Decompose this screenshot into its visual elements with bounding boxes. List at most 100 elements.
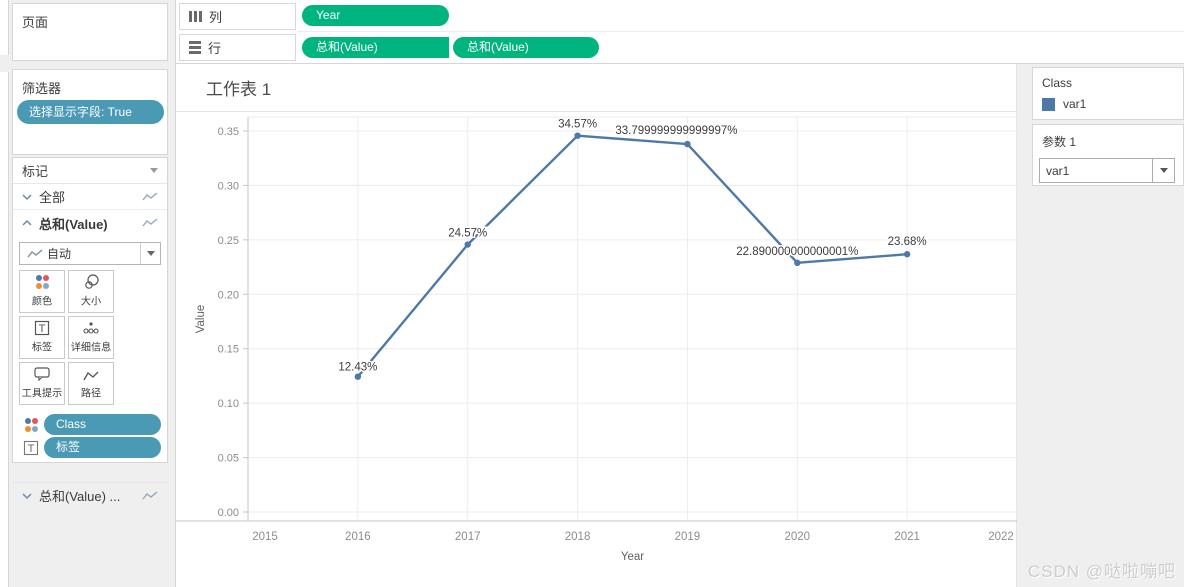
collapsed-sidebar-edge [0,72,9,587]
chevron-down-icon [22,193,32,200]
x-tick-label: 2017 [455,531,481,543]
line-mark-icon [142,191,158,200]
title-separator [176,111,1016,112]
x-axis-title: Year [621,551,644,563]
data-point[interactable] [464,241,471,248]
marks-button-path[interactable]: 路径 [68,362,114,405]
rows-icon [189,41,201,54]
chevron-down-icon[interactable] [1152,159,1174,182]
x-tick-label: 2016 [345,531,371,543]
line-mark-icon [142,490,158,499]
color-icon [36,275,49,289]
data-label: 34.57% [558,119,597,131]
x-tick-label: 2022 [988,531,1014,543]
marks-button-detail[interactable]: 详细信息 [68,316,114,359]
parameter-card: 参数 1 var1 [1032,124,1184,186]
marks-section-sum-value[interactable]: 总和(Value) [13,210,167,236]
y-tick-label: 0.25 [218,235,239,247]
path-icon [83,371,99,381]
data-label: 23.68% [888,236,927,248]
marks-buttons: 颜色 大小 T 标签 [19,270,161,405]
chevron-down-icon[interactable] [150,168,158,173]
parameter-title: 参数 1 [1042,135,1077,149]
y-tick-label: 0.00 [218,507,239,519]
rows-pill-sum-value-1[interactable]: 总和(Value) [302,37,449,58]
detail-icon [83,322,99,334]
text-label-icon: T [23,440,39,455]
data-label: 12.43% [338,362,377,374]
pages-shelf-title: 页面 [22,15,49,30]
shelf-bar: 列 行 Year 总和(Value) 总和(Value) [175,0,1184,63]
shelf-bottom-border [175,63,1184,64]
x-tick-label: 2018 [565,531,591,543]
color-legend-card: Class var1 [1032,67,1184,120]
filter-pill[interactable]: 选择显示字段: True [17,100,164,124]
marks-button-label[interactable]: T 标签 [19,316,65,359]
data-point[interactable] [903,251,911,258]
marks-button-color[interactable]: 颜色 [19,270,65,313]
columns-shelf-label: 列 [179,3,296,30]
x-tick-label: 2020 [784,531,810,543]
parameter-dropdown[interactable]: var1 [1039,158,1175,183]
parameter-value: var1 [1046,163,1070,178]
rows-pill-sum-value-2[interactable]: 总和(Value) [453,37,599,58]
legend-swatch [1042,97,1055,111]
mark-type-dropdown[interactable]: 自动 [19,242,161,265]
x-tick-label: 2019 [675,531,701,543]
text-label-icon: T [34,320,50,336]
chevron-down-icon [22,492,32,499]
worksheet-card: 工作表 1 0.00 0.05 0.10 0.15 0.20 0.25 0.30 0.35 20… [175,64,1018,587]
worksheet-title[interactable]: 工作表 1 [206,80,272,99]
marks-pill-label[interactable]: 标签 [44,437,161,458]
marks-card-header[interactable]: 标记 [13,158,167,184]
marks-color-pill-row: Class [23,414,161,435]
marks-section-sum-value-2[interactable]: 总和(Value) ... [13,482,167,508]
x-tick-label: 2021 [894,531,920,543]
size-icon [84,274,99,289]
legend-title: Class [1042,76,1073,90]
y-tick-label: 0.20 [218,289,239,301]
svg-text:T: T [39,323,46,335]
tooltip-icon [34,367,50,382]
data-label: 24.57% [448,228,487,240]
x-tick-label: 2015 [252,531,278,543]
marks-section-label: 总和(Value) ... [39,489,121,504]
marks-label-pill-row: T 标签 [23,437,161,458]
columns-pill-year[interactable]: Year [302,5,449,26]
marks-section-label: 全部 [39,190,66,205]
y-tick-label: 0.10 [218,398,239,410]
y-axis-title: Value [195,305,207,334]
line-chart[interactable]: 0.00 0.05 0.10 0.15 0.20 0.25 0.30 0.35 2015 2016… [176,64,1018,587]
line-mark-icon [142,218,158,227]
y-tick-label: 0.05 [218,453,239,465]
data-point[interactable] [684,140,691,148]
marks-card: 标记 全部 总和(Value) 自动 [12,157,168,504]
mark-type-value: 自动 [47,247,72,261]
filters-shelf[interactable]: 筛选器 选择显示字段: True [12,69,168,155]
data-point[interactable] [794,259,801,267]
legend-item-var1[interactable]: var1 [1033,90,1183,111]
marks-button-tooltip[interactable]: 工具提示 [19,362,65,405]
color-icon [25,417,38,432]
rows-shelf-label: 行 [179,34,296,61]
collapsed-sidebar-edge [0,0,9,55]
trend-line[interactable] [356,134,908,378]
y-tick-label: 0.30 [218,180,239,192]
marks-section-label: 总和(Value) [39,216,108,232]
marks-button-size[interactable]: 大小 [68,270,114,313]
data-label: 22.890000000000001% [736,246,858,258]
y-tick-label: 0.15 [218,344,239,356]
marks-card-title: 标记 [22,164,49,179]
marks-section-all[interactable]: 全部 [13,184,167,210]
data-point[interactable] [354,373,362,380]
chevron-down-icon[interactable] [140,243,160,264]
marks-pill-class[interactable]: Class [44,414,161,435]
data-point[interactable] [574,132,581,139]
filters-shelf-title: 筛选器 [22,81,62,96]
pages-shelf[interactable]: 页面 [12,3,168,61]
chevron-up-icon [22,219,32,226]
data-label: 33.799999999999997% [615,125,737,137]
line-mark-icon [20,248,47,259]
columns-icon [189,11,202,22]
